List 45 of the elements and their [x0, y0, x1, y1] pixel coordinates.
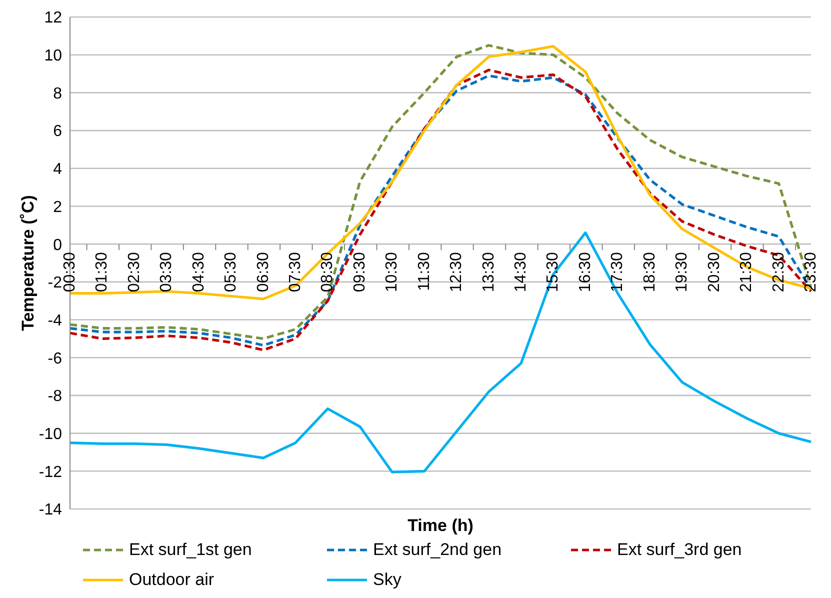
x-tick-label: 18:30: [641, 252, 658, 292]
y-tick-label: 8: [53, 85, 62, 102]
legend-label: Outdoor air: [129, 570, 214, 590]
y-tick-label: 0: [53, 236, 62, 254]
legend-label: Ext surf_2nd gen: [373, 540, 502, 560]
x-tick-label: 22:30: [770, 252, 788, 292]
y-tick-label: -14: [38, 502, 62, 519]
x-tick-label: 00:30: [62, 252, 78, 292]
x-tick-label: 15:30: [544, 252, 562, 292]
x-tick-label: 07:30: [287, 252, 304, 292]
x-tick-label: 17:30: [609, 252, 626, 292]
y-tick-label: 2: [53, 198, 62, 216]
y-tick-label: -12: [38, 464, 62, 481]
x-tick-label: 23:30: [802, 252, 820, 292]
x-tick-label: 06:30: [254, 252, 272, 292]
x-tick-label: 01:30: [94, 252, 111, 292]
y-tick-label: 6: [53, 123, 62, 140]
x-tick-label: 21:30: [738, 252, 756, 292]
x-tick-label: 20:30: [706, 252, 723, 292]
x-tick-label: 03:30: [158, 252, 176, 292]
y-tick-label: 4: [53, 161, 62, 178]
x-axis-title: Time (h): [408, 516, 474, 535]
y-tick-label: -8: [48, 388, 62, 406]
x-tick-label: 08:30: [319, 252, 336, 292]
x-tick-label: 19:30: [674, 252, 691, 292]
legend-label: Ext surf_1st gen: [129, 540, 252, 560]
x-tick-label: 16:30: [576, 252, 594, 292]
x-tick-label: 11:30: [416, 252, 433, 291]
x-tick-label: 05:30: [222, 252, 240, 292]
x-tick-label: 04:30: [190, 252, 208, 292]
legend-label: Ext surf_3rd gen: [617, 540, 742, 560]
legend-label: Sky: [373, 570, 402, 590]
y-tick-label: -6: [48, 350, 62, 368]
x-tick-label: 13:30: [480, 252, 498, 292]
y-tick-label: -2: [48, 274, 62, 292]
x-tick-label: 14:30: [512, 252, 530, 292]
y-tick-label: 10: [44, 48, 62, 65]
x-tick-label: 12:30: [448, 252, 466, 292]
y-tick-label: -10: [38, 426, 62, 443]
y-axis-title: Temperature (˚C): [18, 195, 38, 331]
x-tick-label: 10:30: [384, 252, 401, 292]
x-tick-label: 09:30: [351, 252, 368, 292]
y-tick-label: -4: [48, 312, 62, 330]
x-tick-label: 02:30: [126, 252, 143, 292]
y-tick-label: 12: [44, 10, 62, 27]
